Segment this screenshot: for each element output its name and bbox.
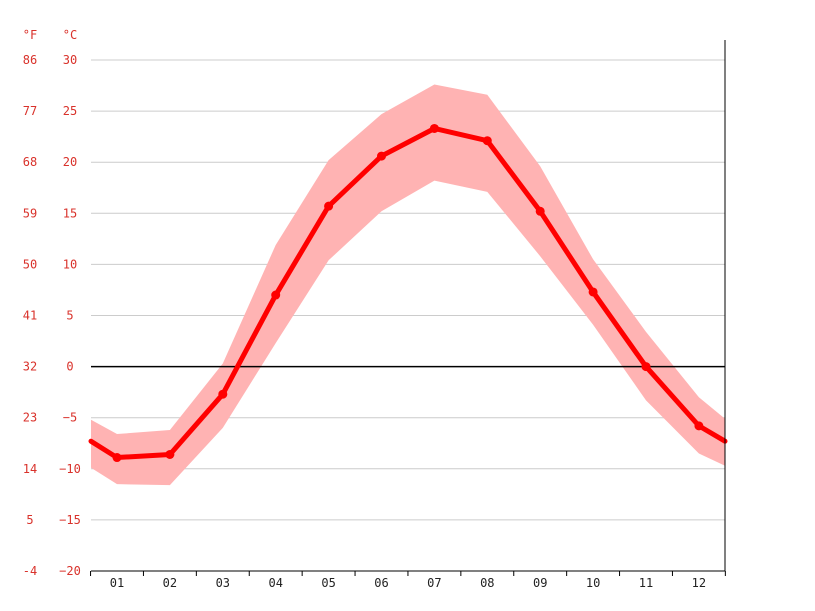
data-point — [165, 449, 175, 459]
y-tick-label-c: 25 — [63, 104, 77, 118]
data-point — [641, 362, 651, 372]
data-point — [377, 151, 386, 161]
temperature-range-band — [91, 84, 725, 486]
y-tick-label-c: 5 — [66, 309, 73, 323]
x-tick-label: 08 — [480, 576, 494, 590]
y-tick-label-c: 0 — [66, 360, 73, 374]
temperature-points — [112, 123, 704, 463]
y-tick-label-c: 10 — [63, 257, 77, 271]
y-tick-label-c: 20 — [63, 155, 77, 169]
x-tick-label: 05 — [321, 576, 335, 590]
x-tick-label: 07 — [427, 576, 441, 590]
axes — [90, 40, 726, 576]
x-tick-label: 11 — [639, 576, 653, 590]
x-tick-label: 10 — [586, 576, 600, 590]
y-tick-label-f: 5 — [26, 513, 33, 527]
data-point — [112, 453, 122, 463]
x-tick-label: 12 — [692, 576, 706, 590]
data-point — [271, 290, 281, 300]
data-point — [429, 123, 439, 133]
unit-label-f: °F — [23, 28, 37, 42]
range-band — [91, 84, 725, 486]
temperature-series-line — [88, 125, 728, 461]
y-tick-label-f: 41 — [23, 309, 37, 323]
unit-label-c: °C — [63, 28, 77, 42]
y-axis-c-ticks: 30 25 20 15 10 5 0 −5 −10 −15 −20 — [59, 53, 81, 578]
y-tick-label-f: 77 — [23, 104, 37, 118]
x-tick-label: 06 — [374, 576, 388, 590]
data-point — [482, 136, 492, 146]
y-tick-label-c: 30 — [63, 53, 77, 67]
data-point — [535, 206, 545, 216]
x-axis-ticks: 01 02 03 04 05 06 07 08 09 10 11 12 — [110, 576, 706, 590]
y-tick-label-f: 14 — [23, 462, 37, 476]
y-tick-label-f: 59 — [23, 206, 37, 220]
y-tick-label-c: 15 — [63, 206, 77, 220]
data-point — [694, 421, 704, 431]
data-point — [324, 201, 334, 211]
y-tick-label-f: 32 — [23, 360, 37, 374]
x-tick-label: 01 — [110, 576, 124, 590]
y-tick-label-f: 68 — [23, 155, 37, 169]
x-tick-label: 04 — [268, 576, 282, 590]
x-tick-label: 03 — [216, 576, 230, 590]
x-tick-label: 09 — [533, 576, 547, 590]
y-tick-label-c: −15 — [59, 513, 81, 527]
y-tick-label-f: 23 — [23, 411, 37, 425]
y-tick-label-f: 86 — [23, 53, 37, 67]
data-point — [588, 287, 598, 297]
temperature-line — [88, 125, 728, 461]
y-tick-label-f: 50 — [23, 257, 37, 271]
y-tick-label-f: -4 — [23, 564, 37, 578]
y-axis-f-ticks: 86 77 68 59 50 41 32 23 14 5 -4 — [23, 53, 37, 578]
y-tick-label-c: −20 — [59, 564, 81, 578]
x-tick-label: 02 — [163, 576, 177, 590]
y-tick-label-c: −5 — [63, 411, 77, 425]
y-tick-label-c: −10 — [59, 462, 81, 476]
data-point — [218, 389, 228, 399]
